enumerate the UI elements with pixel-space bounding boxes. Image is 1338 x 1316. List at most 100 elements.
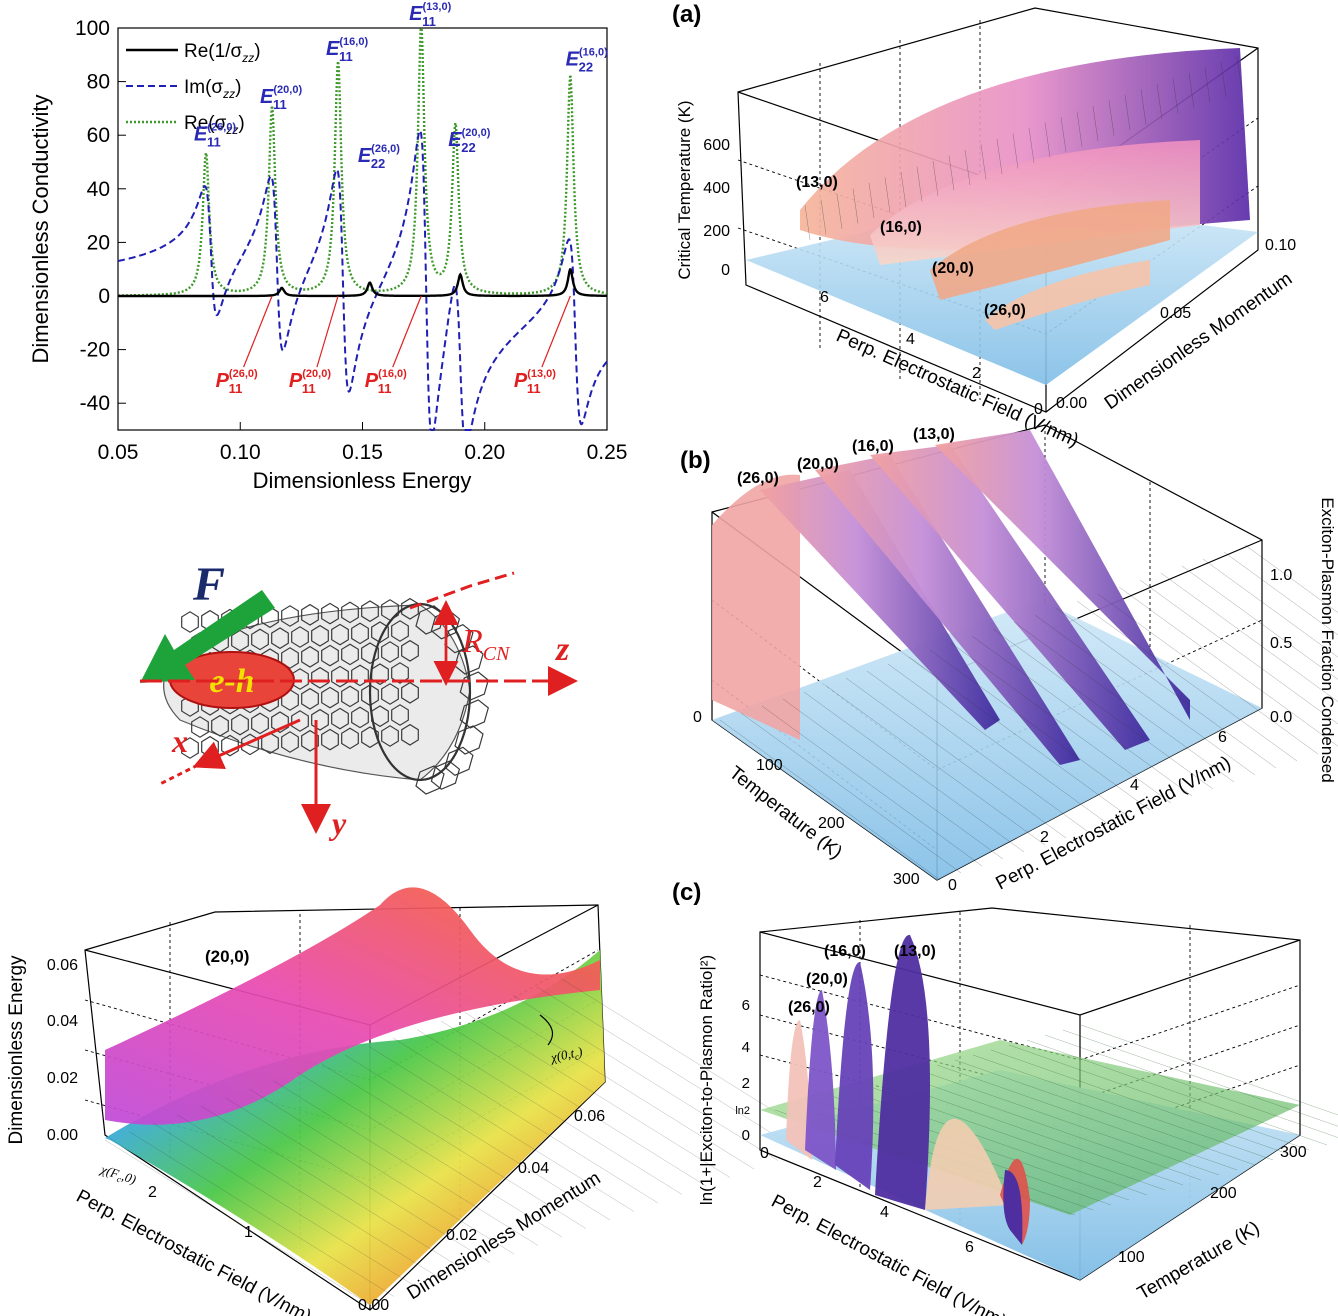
hexagon — [391, 662, 409, 684]
hexagon — [301, 603, 319, 626]
panel-label-c: (c) — [672, 879, 701, 906]
d-ytick: 0.06 — [574, 1108, 605, 1125]
c-ztick: 0 — [742, 1127, 750, 1144]
mesh-line — [1188, 72, 1195, 109]
c-label: (16,0) — [824, 943, 866, 960]
mesh-line — [320, 1063, 587, 1229]
y-axis-label: Dimensionless Conductivity — [28, 95, 53, 364]
c-ztick: ln2 — [735, 1105, 750, 1117]
y-tick-label: -40 — [80, 392, 110, 415]
c-xtick: 4 — [880, 1204, 889, 1221]
mesh-line — [852, 188, 859, 224]
a-ytick: 0.10 — [1265, 237, 1296, 254]
legend-entry: Re(σzz) — [184, 113, 245, 137]
mesh-line — [1060, 116, 1067, 153]
mesh-line — [152, 1122, 419, 1289]
mesh-line — [936, 1064, 1238, 1171]
a-xtick: 6 — [820, 289, 829, 306]
mesh-line — [992, 628, 1214, 790]
mesh-line — [176, 1114, 443, 1280]
y-tick-label: 40 — [87, 178, 110, 201]
hexagon — [361, 642, 379, 665]
b-ytick: 0 — [948, 877, 957, 894]
d-ztick: 0.00 — [47, 1127, 78, 1144]
peak-annotation: E(13,0) 11 — [409, 1, 451, 29]
hexagon — [401, 723, 419, 746]
y-tick-label: 20 — [87, 231, 110, 254]
hexagon — [301, 645, 319, 668]
a-xtick: 0 — [1034, 401, 1043, 418]
mesh-line — [866, 670, 1088, 832]
pointer-line — [392, 295, 422, 368]
mesh-line — [782, 698, 1004, 860]
x-tick-label: 0.20 — [464, 441, 505, 464]
c-xtick: 0 — [760, 1145, 769, 1162]
c-label: (13,0) — [894, 943, 936, 960]
mesh-line — [1028, 127, 1035, 164]
hexagon — [401, 681, 419, 704]
mesh-line — [440, 1020, 707, 1187]
peak-annotation: E(20,0) 22 — [448, 127, 490, 155]
mesh-line — [488, 1003, 755, 1170]
hexagon — [361, 726, 379, 749]
hexagon — [391, 704, 409, 726]
y-axis-diagram-label: y — [328, 805, 347, 841]
conductivity-chart: 0.05 0.10 0.15 0.20 0.25 -40 -20 0 20 40 60 80 100 R… — [28, 1, 627, 493]
c-ztick: 2 — [742, 1075, 750, 1092]
d-ytick: 0.02 — [446, 1227, 477, 1244]
pointer-line — [541, 295, 571, 368]
mesh-line — [224, 1097, 491, 1263]
peak-annotation: P(13,0) 11 — [514, 368, 556, 396]
x-tick-label: 0.15 — [342, 441, 383, 464]
mesh-line — [887, 663, 1109, 825]
mesh-line — [1034, 614, 1256, 776]
hexagon — [281, 731, 299, 753]
c-label: (26,0) — [788, 999, 830, 1016]
b-label: (26,0) — [737, 470, 779, 487]
mesh-line — [1223, 551, 1338, 636]
c-ytick: 100 — [1118, 1249, 1145, 1266]
mesh-line — [1012, 133, 1019, 169]
mesh-line — [1118, 586, 1338, 747]
b-ztick: 1.0 — [1270, 567, 1292, 584]
peak-annotation: E(16,0) 22 — [566, 47, 608, 75]
hexagon — [211, 714, 229, 737]
a-xtick: 2 — [972, 365, 981, 382]
mesh-line — [1220, 61, 1227, 98]
hexagon — [271, 627, 289, 650]
mesh-line — [272, 1080, 539, 1246]
hexagon — [221, 734, 239, 757]
d-ztick: 0.06 — [47, 957, 78, 974]
hexagon — [331, 665, 349, 688]
mesh-line — [1092, 105, 1099, 142]
hexagon — [321, 602, 339, 625]
hexagon — [361, 600, 379, 623]
d-annot-chiF: χ(Fc,0) — [97, 1161, 138, 1189]
mesh-line — [820, 199, 827, 235]
d-xtick: 2 — [148, 1184, 157, 1201]
hexagon — [381, 683, 399, 705]
peak-annotation: P(26,0) 11 — [216, 368, 258, 396]
panel-a-box — [737, 7, 1259, 413]
hexagon — [251, 712, 269, 735]
mesh-line — [719, 719, 941, 881]
hexagon — [331, 707, 349, 730]
mesh-line — [918, 1069, 1220, 1176]
c-ytick: 300 — [1280, 1144, 1307, 1161]
hexagon — [454, 725, 484, 755]
mesh-line — [900, 1074, 1202, 1181]
legend-entry: Im(σzz) — [184, 77, 242, 101]
mesh-line — [1124, 94, 1131, 131]
a-label: (26,0) — [984, 302, 1026, 319]
mesh-line — [200, 1105, 467, 1272]
hexagon — [341, 727, 359, 750]
hexagon — [191, 716, 209, 738]
hexagon — [331, 623, 349, 646]
nanotube-diagram: e-h F z x y RCN — [140, 558, 578, 841]
a-label: (16,0) — [880, 219, 922, 236]
mesh-line — [971, 635, 1193, 797]
hexagon — [341, 643, 359, 666]
mesh-line — [1097, 593, 1319, 755]
peak-annotation: E(26,0) 11 — [194, 122, 236, 150]
